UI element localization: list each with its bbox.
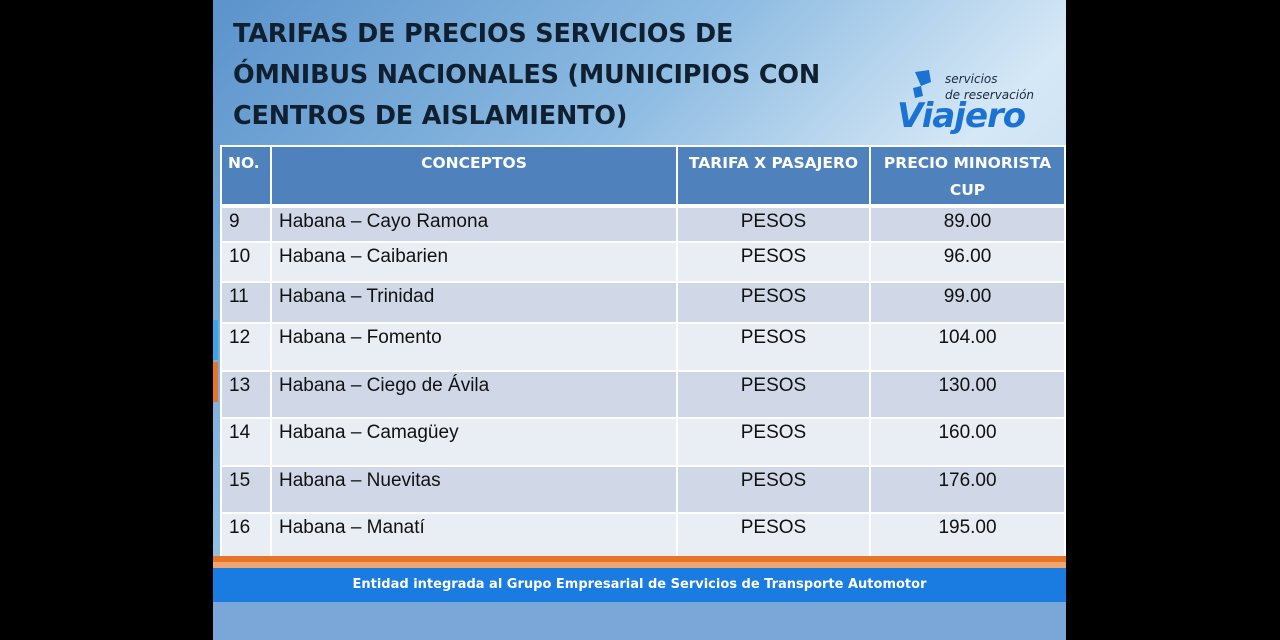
cell-no: 9 xyxy=(220,205,272,243)
cell-no: 11 xyxy=(220,281,272,324)
decorative-tab-blue xyxy=(213,320,218,360)
cell-no: 14 xyxy=(220,417,272,467)
header-no: NO. xyxy=(220,145,272,208)
logo-line-2: de reservación xyxy=(945,88,1035,102)
cell-no: 10 xyxy=(220,241,272,283)
footer-text: Entidad integrada al Grupo Empresarial d… xyxy=(213,568,1066,602)
cell-tarifa: PESOS xyxy=(676,241,871,283)
cell-concepto: Habana – Nuevitas xyxy=(270,465,678,514)
cell-concepto: Habana – Ciego de Ávila xyxy=(270,370,678,419)
cell-precio: 195.00 xyxy=(869,512,1066,562)
viajero-logo: servicios de reservación Viajero xyxy=(895,68,1045,140)
table-row: 9 Habana – Cayo Ramona PESOS 89.00 xyxy=(220,205,1066,243)
cell-precio: 176.00 xyxy=(869,465,1066,514)
table-row: 13 Habana – Ciego de Ávila PESOS 130.00 xyxy=(220,370,1066,419)
cell-precio: 130.00 xyxy=(869,370,1066,419)
cell-tarifa: PESOS xyxy=(676,417,871,467)
cell-tarifa: PESOS xyxy=(676,512,871,562)
cell-concepto: Habana – Caibarien xyxy=(270,241,678,283)
footer-divider-light xyxy=(213,562,1066,568)
header-conceptos: CONCEPTOS xyxy=(270,145,678,208)
table-row: 12 Habana – Fomento PESOS 104.00 xyxy=(220,322,1066,372)
table-row: 10 Habana – Caibarien PESOS 96.00 xyxy=(220,241,1066,283)
footer-bottom-band xyxy=(213,602,1066,640)
cell-no: 16 xyxy=(220,512,272,562)
footer-divider xyxy=(213,556,1066,562)
slide: TARIFAS DE PRECIOS SERVICIOS DE ÓMNIBUS … xyxy=(213,0,1066,640)
cell-concepto: Habana – Fomento xyxy=(270,322,678,372)
cell-precio: 89.00 xyxy=(869,205,1066,243)
table-row: 11 Habana – Trinidad PESOS 99.00 xyxy=(220,281,1066,324)
table-row: 14 Habana – Camagüey PESOS 160.00 xyxy=(220,417,1066,467)
page-title: TARIFAS DE PRECIOS SERVICIOS DE ÓMNIBUS … xyxy=(233,19,821,131)
table-row: 15 Habana – Nuevitas PESOS 176.00 xyxy=(220,465,1066,514)
logo-brand: Viajero xyxy=(897,96,1026,136)
cell-no: 15 xyxy=(220,465,272,514)
cell-precio: 96.00 xyxy=(869,241,1066,283)
cell-no: 13 xyxy=(220,370,272,419)
header-tarifa: TARIFA X PASAJERO xyxy=(676,145,871,208)
decorative-tab-orange xyxy=(213,362,218,402)
cell-tarifa: PESOS xyxy=(676,465,871,514)
cell-concepto: Habana – Cayo Ramona xyxy=(270,205,678,243)
cell-precio: 160.00 xyxy=(869,417,1066,467)
header-precio: PRECIO MINORISTA CUP xyxy=(869,145,1066,208)
tarifas-table: NO. CONCEPTOS TARIFA X PASAJERO PRECIO M… xyxy=(220,145,1066,562)
cell-tarifa: PESOS xyxy=(676,205,871,243)
cell-tarifa: PESOS xyxy=(676,322,871,372)
table-row: 16 Habana – Manatí PESOS 195.00 xyxy=(220,512,1066,562)
cell-precio: 104.00 xyxy=(869,322,1066,372)
cell-no: 12 xyxy=(220,322,272,372)
cell-precio: 99.00 xyxy=(869,281,1066,324)
table-header-row: NO. CONCEPTOS TARIFA X PASAJERO PRECIO M… xyxy=(220,145,1066,208)
cell-tarifa: PESOS xyxy=(676,370,871,419)
logo-line-1: servicios xyxy=(945,72,998,86)
cell-concepto: Habana – Camagüey xyxy=(270,417,678,467)
bus-stop-logo-icon xyxy=(913,70,931,98)
cell-concepto: Habana – Trinidad xyxy=(270,281,678,324)
cell-tarifa: PESOS xyxy=(676,281,871,324)
cell-concepto: Habana – Manatí xyxy=(270,512,678,562)
